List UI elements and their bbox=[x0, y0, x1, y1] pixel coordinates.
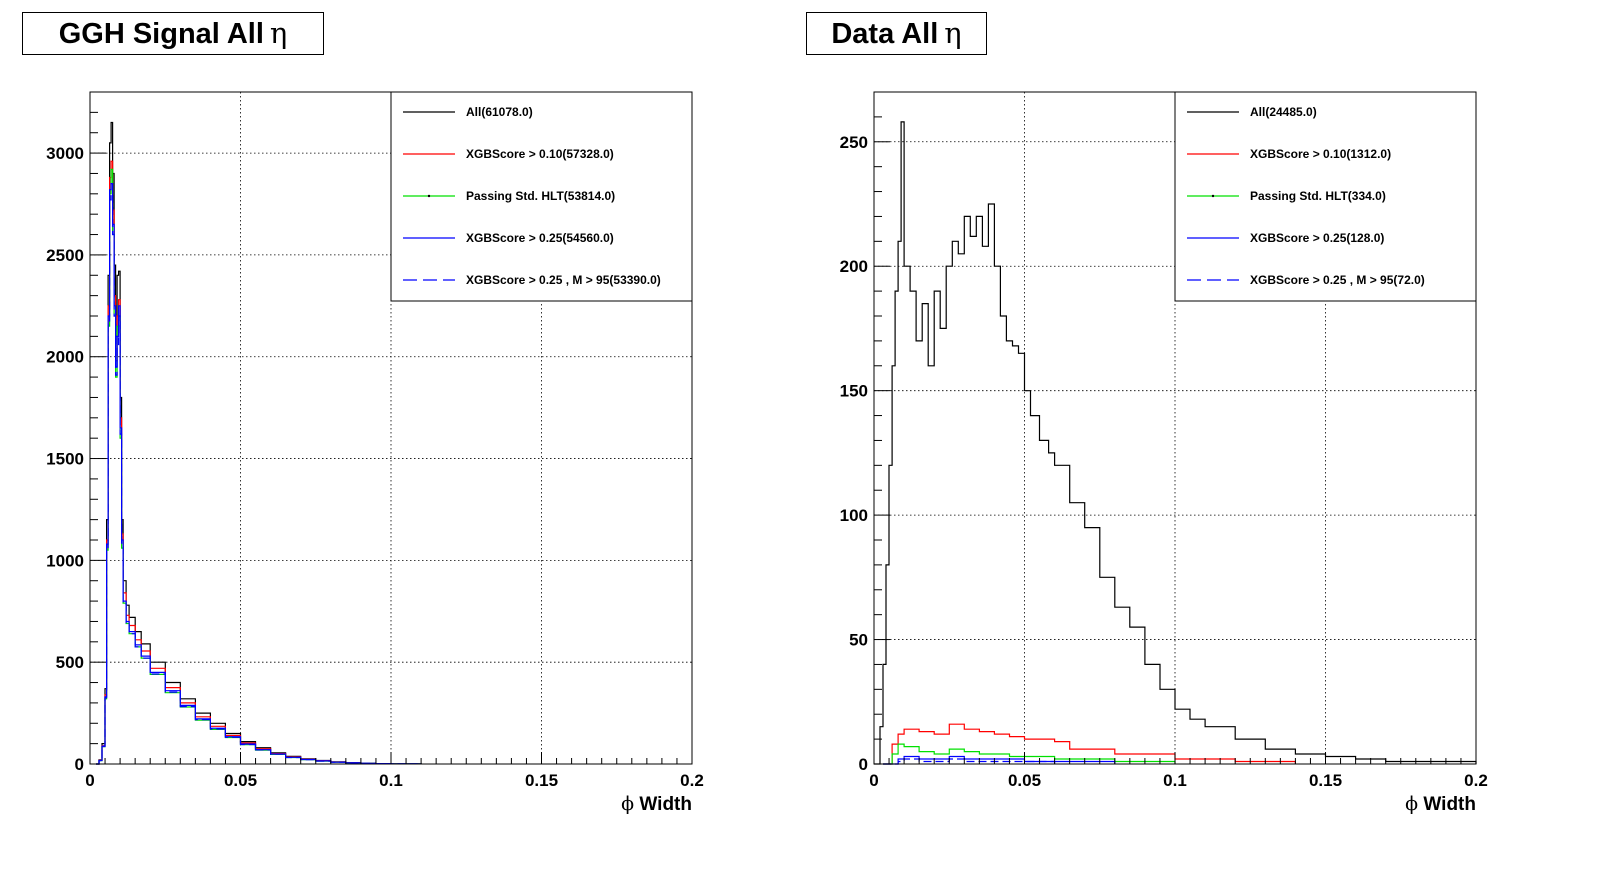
left-y-tick-label-5: 2500 bbox=[46, 246, 84, 265]
left-plot-title: GGH Signal All η bbox=[22, 12, 324, 55]
right-series-1 bbox=[883, 723, 1296, 765]
right-x-tick-label-2: 0.1 bbox=[1163, 771, 1187, 790]
left-legend-marker-2 bbox=[427, 194, 431, 198]
right-legend-label-2: Passing Std. HLT(334.0) bbox=[1250, 189, 1386, 203]
left-chart: 0 0.05 0.1 0.15 0.2 0 500 1000 1500 2000 2500 3000 ϕ… bbox=[46, 91, 704, 815]
left-series-4 bbox=[96, 193, 422, 765]
left-series-3 bbox=[96, 183, 422, 765]
right-plot-title: Data All η bbox=[806, 12, 987, 55]
right-legend-label-0: All(24485.0) bbox=[1250, 105, 1317, 119]
right-y-tick-label-1: 50 bbox=[849, 631, 868, 650]
left-y-tick-label-0: 0 bbox=[75, 755, 84, 774]
right-plot-title-symbol: η bbox=[944, 16, 962, 50]
right-x-axis-title: ϕ Width bbox=[1405, 793, 1476, 815]
left-legend-label-0: All(61078.0) bbox=[466, 105, 533, 119]
left-x-tick-label-4: 0.2 bbox=[680, 771, 704, 790]
right-x-tick-label-0: 0 bbox=[869, 771, 878, 790]
right-y-tick-label-4: 200 bbox=[840, 257, 868, 276]
left-x-tick-label-2: 0.1 bbox=[379, 771, 403, 790]
left-x-tick-label-1: 0.05 bbox=[224, 771, 257, 790]
left-x-axis-symbol: ϕ bbox=[621, 793, 634, 815]
left-series-0 bbox=[96, 121, 422, 765]
left-plot-title-text: GGH Signal All bbox=[58, 18, 264, 50]
right-y-tick-label-2: 100 bbox=[840, 506, 868, 525]
left-x-axis-title: ϕ Width bbox=[621, 793, 692, 815]
left-x-tick-label-3: 0.15 bbox=[525, 771, 558, 790]
right-series-4 bbox=[883, 758, 1056, 765]
right-legend-marker-2 bbox=[1211, 194, 1215, 198]
right-chart: 0 0.05 0.1 0.15 0.2 0 50 100 150 200 250 ϕ Width All… bbox=[840, 91, 1488, 815]
right-x-tick-label-4: 0.2 bbox=[1464, 771, 1488, 790]
left-y-tick-label-1: 500 bbox=[56, 653, 84, 672]
left-series-2 bbox=[96, 168, 422, 765]
left-y-tick-label-3: 1500 bbox=[46, 450, 84, 469]
left-legend-label-4: XGBScore > 0.25 , M > 95(53390.0) bbox=[466, 273, 661, 287]
right-x-axis-symbol: ϕ bbox=[1405, 793, 1418, 815]
left-plot-title-symbol: η bbox=[269, 16, 288, 50]
left-legend-label-1: XGBScore > 0.10(57328.0) bbox=[466, 147, 614, 161]
right-y-tick-label-3: 150 bbox=[840, 382, 868, 401]
left-legend-label-3: XGBScore > 0.25(54560.0) bbox=[466, 231, 614, 245]
right-series-2 bbox=[883, 743, 1176, 765]
right-x-tick-label-3: 0.15 bbox=[1309, 771, 1342, 790]
left-y-tick-label-4: 2000 bbox=[46, 348, 84, 367]
right-legend-label-3: XGBScore > 0.25(128.0) bbox=[1250, 231, 1384, 245]
right-legend-label-4: XGBScore > 0.25 , M > 95(72.0) bbox=[1250, 273, 1425, 287]
right-y-tick-label-0: 0 bbox=[859, 755, 868, 774]
right-y-tick-label-5: 250 bbox=[840, 133, 868, 152]
right-plot-title-text: Data All bbox=[831, 18, 939, 50]
right-series-3 bbox=[883, 755, 1116, 765]
left-x-tick-label-0: 0 bbox=[85, 771, 94, 790]
left-legend: All(61078.0) XGBScore > 0.10(57328.0) Pass… bbox=[390, 91, 693, 302]
left-y-tick-label-6: 3000 bbox=[46, 144, 84, 163]
right-legend: All(24485.0) XGBScore > 0.10(1312.0) Passi… bbox=[1174, 91, 1477, 302]
right-series-0 bbox=[874, 121, 1477, 765]
right-x-tick-label-1: 0.05 bbox=[1008, 771, 1041, 790]
left-series-1 bbox=[96, 160, 422, 765]
right-x-axis-label: Width bbox=[1418, 794, 1476, 815]
left-legend-label-2: Passing Std. HLT(53814.0) bbox=[466, 189, 615, 203]
left-x-axis-label: Width bbox=[634, 794, 692, 815]
right-legend-label-1: XGBScore > 0.10(1312.0) bbox=[1250, 147, 1391, 161]
left-y-tick-label-2: 1000 bbox=[46, 551, 84, 570]
